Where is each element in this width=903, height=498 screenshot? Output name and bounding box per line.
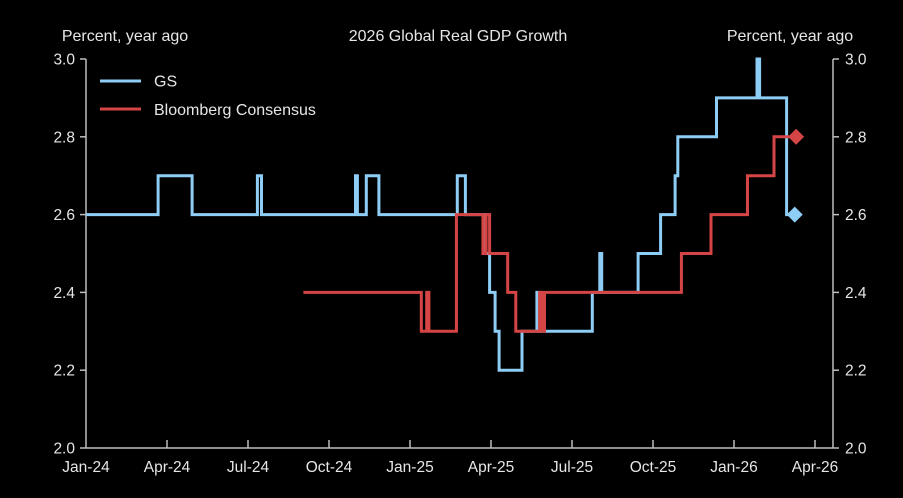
x-tick-label: Oct-24 bbox=[306, 459, 353, 476]
left-axis-label: Percent, year ago bbox=[62, 28, 188, 45]
y-tick-label-left: 2.8 bbox=[53, 129, 75, 146]
legend-label-consensus: Bloomberg Consensus bbox=[154, 102, 316, 119]
x-tick-label: Jan-24 bbox=[62, 459, 110, 476]
legend: GS Bloomberg Consensus bbox=[100, 74, 316, 119]
y-tick-label-left: 2.2 bbox=[53, 363, 75, 380]
chart-title: 2026 Global Real GDP Growth bbox=[349, 28, 567, 45]
y-tick-label-right: 2.6 bbox=[845, 207, 867, 224]
right-axis-label: Percent, year ago bbox=[727, 28, 853, 45]
x-tick-label: Jan-25 bbox=[386, 459, 433, 476]
y-tick-label-left: 2.4 bbox=[53, 285, 75, 302]
x-tick-label: Jul-25 bbox=[551, 459, 593, 476]
x-tick-label: Jul-24 bbox=[227, 459, 270, 476]
y-tick-label-left: 2.0 bbox=[53, 441, 75, 458]
consensus-end-marker bbox=[788, 128, 805, 145]
gs-line bbox=[86, 57, 795, 372]
y-tick-label-left: 2.6 bbox=[53, 207, 75, 224]
consensus-line bbox=[303, 135, 797, 333]
x-tick-label: Apr-25 bbox=[468, 459, 515, 476]
x-tick-label: Apr-24 bbox=[144, 459, 191, 476]
x-tick-label: Apr-26 bbox=[792, 459, 839, 476]
y-tick-label-right: 3.0 bbox=[845, 52, 867, 69]
legend-label-gs: GS bbox=[154, 74, 177, 91]
series-layer bbox=[86, 57, 805, 372]
y-tick-label-right: 2.0 bbox=[845, 441, 867, 458]
x-tick-label: Jan-26 bbox=[710, 459, 757, 476]
gs-end-marker bbox=[786, 206, 803, 223]
y-tick-label-right: 2.8 bbox=[845, 129, 867, 146]
axes: 2.0 2.0 2.2 2.2 2.4 2.4 2.6 2.6 2.8 2.8 3.0 3.0 Jan-… bbox=[53, 52, 866, 477]
x-tick-label: Oct-25 bbox=[630, 459, 677, 476]
y-tick-label-left: 3.0 bbox=[53, 52, 75, 69]
y-tick-label-right: 2.4 bbox=[845, 285, 867, 302]
y-tick-label-right: 2.2 bbox=[845, 363, 867, 380]
